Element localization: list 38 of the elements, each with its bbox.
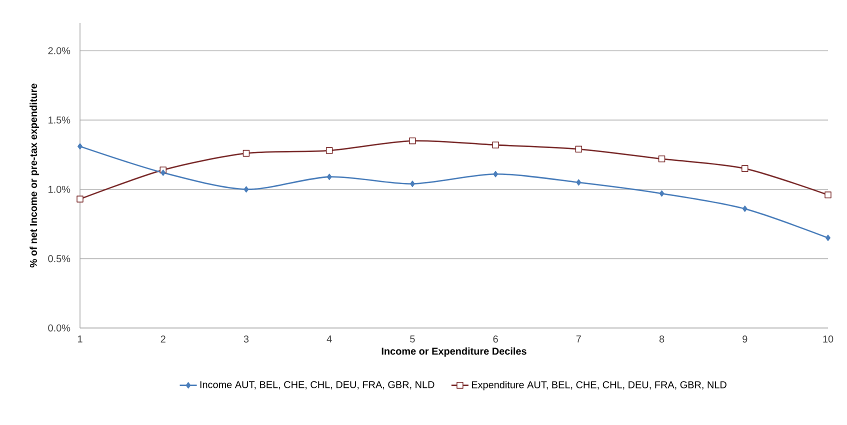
x-tick-label: 5 — [410, 336, 415, 342]
x-tick-label: 10 — [823, 336, 834, 343]
x-tick-label: 3 — [244, 336, 249, 343]
y-tick-label: 0.5% — [48, 255, 70, 262]
point — [242, 150, 250, 157]
point — [575, 146, 582, 153]
point — [742, 206, 748, 212]
y-tick-label: 1.5% — [48, 116, 70, 124]
x-tick-label: 9 — [742, 336, 748, 343]
point — [742, 165, 748, 172]
point — [326, 147, 333, 154]
point — [493, 170, 498, 178]
x-tick-label: 4 — [326, 336, 332, 342]
x-tick-label: 7 — [576, 336, 581, 342]
y-tick-label: 2.0% — [48, 47, 70, 54]
x-tick-label: 8 — [659, 336, 664, 343]
point — [492, 142, 499, 148]
point — [658, 155, 666, 162]
y-tick-label: 0.0% — [48, 324, 70, 332]
x-tick-label: 2 — [160, 336, 166, 342]
x-axis-title: Income or Expenditure Deciles — [382, 347, 526, 357]
point — [576, 179, 582, 186]
point — [160, 170, 166, 176]
point — [826, 234, 830, 242]
point — [76, 196, 84, 202]
point — [410, 180, 415, 188]
point — [824, 192, 832, 198]
legend-label: Income AUT, BEL, CHE, CHL, DEU, FRA, GBR, NLD — [200, 381, 434, 390]
point — [409, 137, 416, 144]
legend-label: Expenditure AUT, BEL, CHE, CHL, DEU, FRA, GBR, NLD — [472, 380, 726, 390]
point — [78, 143, 82, 150]
y-tick-label: 1.0% — [48, 186, 70, 193]
point — [326, 174, 332, 180]
y-axis-title: % of net Income or pre-tax expenditure — [30, 84, 39, 268]
x-tick-label: 1 — [78, 336, 82, 342]
point — [659, 190, 664, 197]
x-tick-label: 6 — [493, 336, 498, 343]
point — [244, 186, 249, 193]
